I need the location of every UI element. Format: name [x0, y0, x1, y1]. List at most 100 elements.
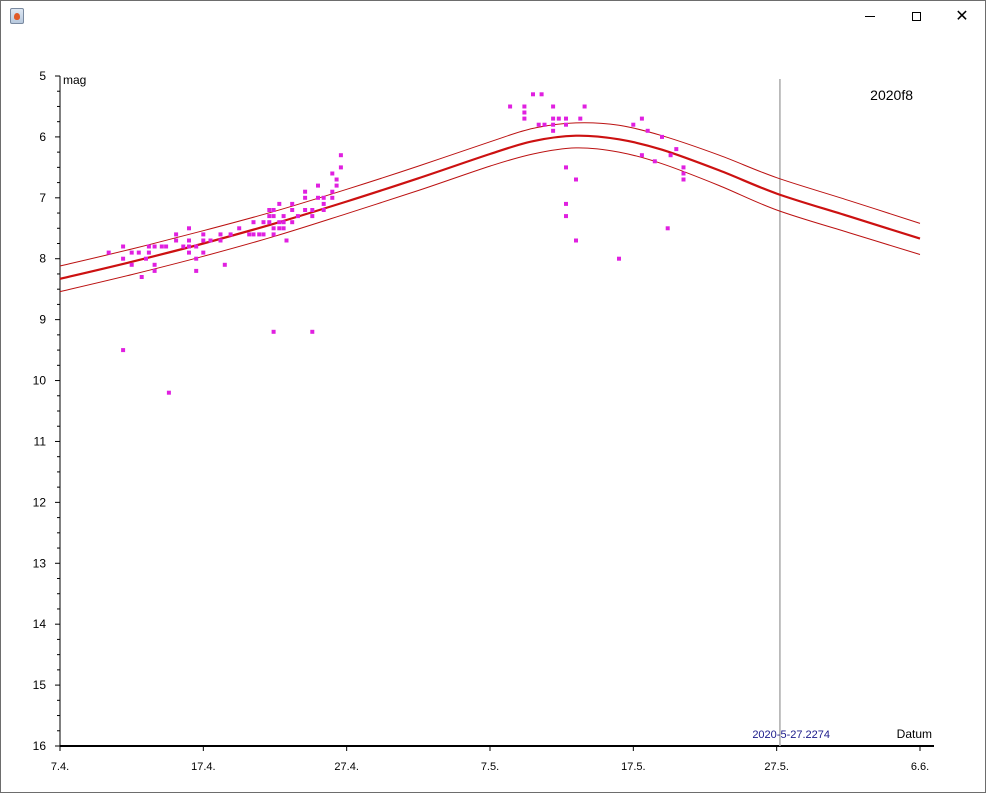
observation-point: [121, 244, 126, 249]
observation-point: [152, 244, 157, 249]
observation-point: [578, 116, 583, 121]
observation-point: [290, 201, 295, 206]
observation-point: [652, 159, 657, 164]
observation-point: [194, 256, 199, 261]
observation-point: [194, 244, 199, 249]
observation-point: [277, 226, 282, 231]
observation-point: [639, 116, 644, 121]
observation-point: [522, 104, 527, 109]
observation-point: [539, 92, 544, 97]
observation-point: [164, 244, 169, 249]
observation-point: [321, 195, 326, 200]
y-axis-label: mag: [63, 73, 86, 87]
observation-point: [665, 226, 670, 231]
observation-point: [551, 122, 556, 127]
observation-point: [139, 275, 144, 279]
x-axis-label: Datum: [897, 727, 932, 741]
observation-point: [564, 214, 568, 219]
observation-point: [271, 214, 276, 219]
observation-point: [536, 122, 541, 127]
observation-point: [159, 244, 164, 249]
x-tick-label: 6.6.: [911, 761, 929, 773]
observation-point: [564, 116, 568, 121]
model-line: [59, 134, 921, 280]
observation-point: [551, 104, 556, 109]
observation-point: [334, 177, 339, 182]
observation-point: [166, 390, 171, 395]
observation-point: [201, 232, 206, 237]
x-tick-label: 17.5.: [621, 761, 645, 773]
observation-point: [330, 195, 335, 200]
observation-point: [542, 122, 547, 127]
minimize-button[interactable]: [847, 1, 893, 31]
observation-point: [551, 128, 556, 133]
observation-point: [290, 208, 295, 212]
upper-band-line: [59, 122, 921, 267]
observation-point: [639, 153, 644, 158]
observation-point: [631, 122, 636, 127]
chart-title: 2020f8: [870, 87, 913, 103]
observation-point: [187, 226, 191, 231]
observation-point: [681, 165, 686, 170]
observation-point: [271, 208, 276, 212]
observation-point: [645, 128, 650, 133]
observation-point: [267, 214, 272, 219]
observation-point: [316, 183, 320, 188]
observation-point: [174, 238, 179, 243]
observation-point: [338, 165, 343, 170]
observation-point: [121, 348, 126, 353]
y-tick-label: 11: [34, 434, 47, 448]
observation-point: [321, 201, 326, 206]
observation-point: [321, 208, 326, 212]
observation-point: [129, 262, 134, 267]
lower-band-line: [59, 147, 921, 293]
observation-point: [531, 92, 535, 97]
observation-point: [174, 232, 179, 237]
x-tick-label: 7.5.: [481, 761, 499, 773]
observation-point: [261, 232, 266, 237]
observation-point: [303, 195, 308, 200]
title-bar[interactable]: ✕: [1, 1, 985, 31]
observation-point: [187, 244, 191, 249]
observation-point: [146, 250, 151, 255]
observation-point: [310, 329, 315, 334]
cursor-date-readout: 2020-5-27.2274: [752, 729, 830, 741]
java-cup-icon: [10, 8, 24, 24]
observation-point: [310, 214, 315, 219]
observation-point: [271, 232, 276, 237]
observation-point: [330, 171, 335, 176]
series-layer: [59, 122, 921, 293]
observation-point: [316, 195, 320, 200]
observation-point: [551, 116, 556, 121]
observation-point: [146, 244, 151, 249]
observation-point: [681, 171, 686, 176]
observation-point: [218, 232, 223, 237]
y-tick-label: 7: [39, 191, 46, 205]
close-button[interactable]: ✕: [939, 1, 985, 31]
x-tick-label: 17.4.: [191, 761, 215, 773]
observation-point: [129, 250, 134, 255]
observation-point: [208, 238, 213, 243]
y-tick-label: 15: [33, 678, 47, 692]
x-tick-label: 7.4.: [51, 761, 69, 773]
observation-point: [106, 250, 111, 255]
observation-point: [338, 153, 343, 158]
observation-point: [201, 238, 206, 243]
y-tick-label: 10: [33, 374, 47, 388]
minimize-icon: [865, 15, 875, 17]
observation-point: [247, 232, 252, 237]
observation-point: [251, 220, 256, 225]
observation-point: [668, 153, 673, 158]
maximize-button[interactable]: [893, 1, 939, 31]
observation-point: [303, 208, 308, 212]
observation-point: [187, 238, 191, 243]
observation-point: [564, 201, 568, 206]
observation-point: [617, 256, 621, 261]
observation-point: [281, 220, 286, 225]
observation-point: [251, 232, 256, 237]
observation-point: [136, 250, 141, 255]
observation-point: [267, 220, 272, 225]
observation-point: [508, 104, 513, 109]
y-tick-label: 9: [39, 313, 46, 327]
